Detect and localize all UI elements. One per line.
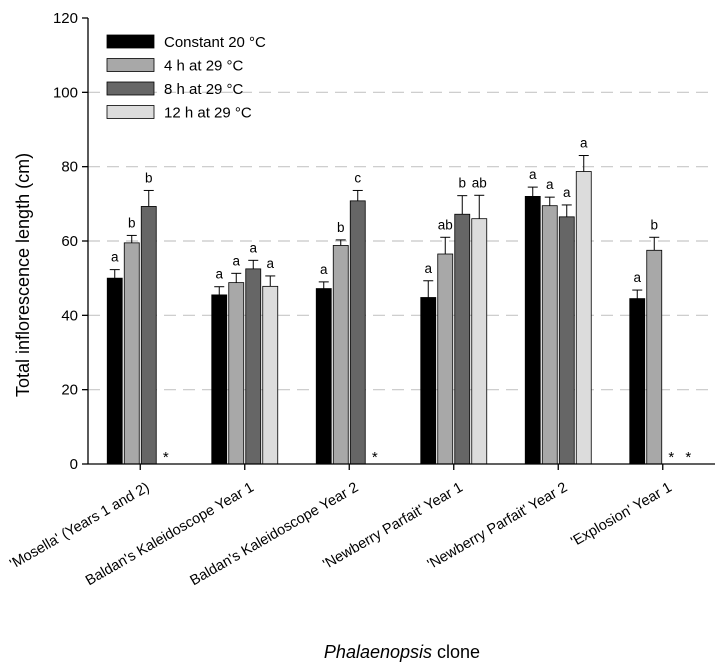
- x-tick-label: Baldan's Kaleidoscope Year 1: [83, 480, 257, 590]
- bar: [454, 213, 471, 465]
- significance-letter: a: [546, 177, 554, 192]
- significance-letter: b: [650, 217, 658, 232]
- significance-letter: a: [320, 262, 328, 277]
- bar: [140, 206, 157, 465]
- bar: [123, 242, 140, 465]
- bar: [332, 245, 349, 465]
- bar: [315, 288, 332, 465]
- legend-swatch: [106, 34, 155, 49]
- y-tick-label: 100: [53, 84, 78, 101]
- legend: Constant 20 °C 4 h at 29 °C 8 h at 29 °C 12…: [106, 34, 266, 122]
- bar: [262, 285, 279, 465]
- significance-letter: ab: [472, 175, 487, 190]
- y-tick-label: 20: [61, 382, 78, 399]
- x-axis-title-italic: Phalaenopsis: [324, 642, 432, 662]
- y-tick-label: 40: [61, 307, 78, 324]
- legend-label: 4 h at 29 °C: [164, 58, 244, 75]
- significance-letter: b: [128, 215, 136, 230]
- bar: [575, 171, 592, 465]
- y-axis-title: Total inflorescence length (cm): [13, 153, 33, 397]
- bar: [228, 282, 245, 465]
- significance-letter: a: [424, 261, 432, 276]
- bar: [420, 297, 437, 465]
- x-tick-label: 'Explosion' Year 1: [568, 480, 674, 551]
- significance-letter: a: [111, 250, 119, 265]
- missing-data-marker: *: [163, 449, 169, 466]
- missing-data-marker: *: [685, 449, 691, 466]
- significance-letter: b: [337, 220, 345, 235]
- significance-letter: c: [354, 170, 361, 185]
- bar: [245, 268, 262, 465]
- significance-letter: a: [563, 185, 571, 200]
- significance-letter: a: [249, 240, 257, 255]
- significance-letter: a: [215, 267, 223, 282]
- missing-data-marker: *: [668, 449, 674, 466]
- bar: [106, 277, 123, 465]
- legend-label: 12 h at 29 °C: [164, 105, 252, 122]
- significance-letter: b: [145, 170, 153, 185]
- significance-letter: a: [529, 167, 537, 182]
- bar: [524, 195, 541, 465]
- x-tick-label: Baldan's Kaleidoscope Year 2: [187, 480, 361, 590]
- significance-letter: a: [266, 256, 274, 271]
- bar: [541, 205, 558, 465]
- missing-data-marker: *: [372, 449, 378, 466]
- legend-label: 8 h at 29 °C: [164, 81, 244, 98]
- x-axis-title-rest: clone: [432, 642, 480, 662]
- bar: [349, 200, 366, 465]
- significance-letter: ab: [438, 217, 453, 232]
- legend-swatch: [106, 105, 155, 119]
- bar: [558, 216, 575, 465]
- significance-letter: a: [232, 253, 240, 268]
- bar: [646, 249, 663, 465]
- x-axis-title: Phalaenopsis clone: [324, 642, 480, 662]
- legend-swatch: [106, 58, 155, 72]
- significance-letter: b: [458, 176, 466, 191]
- y-tick-label: 0: [70, 456, 78, 473]
- bar: [629, 298, 646, 465]
- legend-swatch: [106, 81, 155, 96]
- grid-lines: [88, 91, 715, 391]
- legend-label: Constant 20 °C: [164, 34, 266, 51]
- y-tick-label: 120: [53, 10, 78, 27]
- y-tick-label: 80: [61, 159, 78, 176]
- y-tick-label: 60: [61, 233, 78, 250]
- significance-letter: a: [633, 270, 641, 285]
- significance-letter: a: [580, 136, 588, 151]
- bar: [471, 218, 488, 465]
- bar: [211, 294, 228, 465]
- bar: [437, 253, 454, 465]
